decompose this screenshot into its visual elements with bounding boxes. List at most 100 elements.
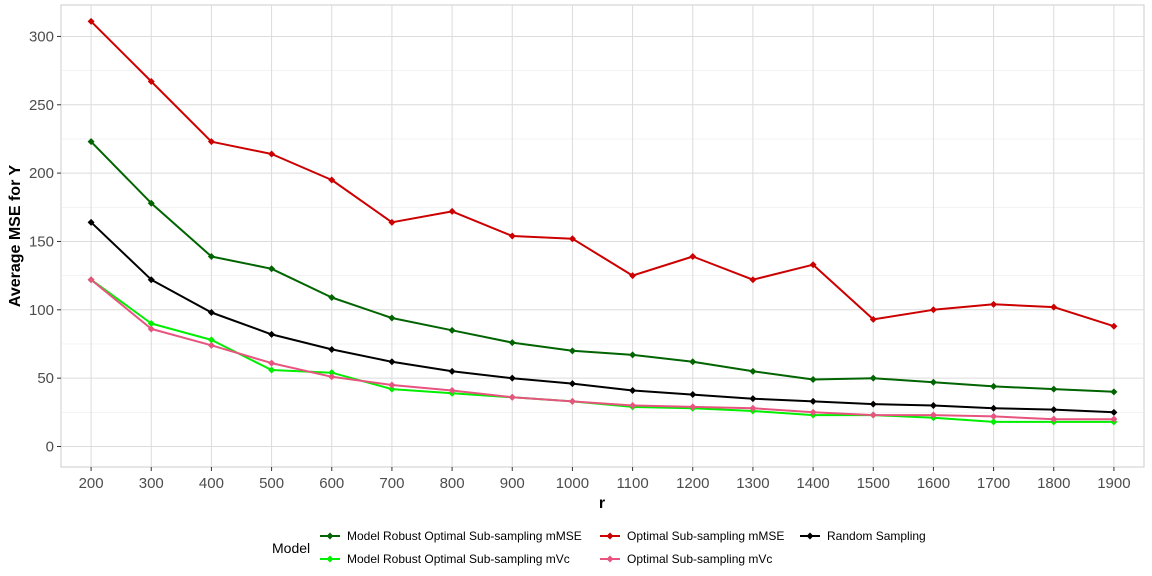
y-tick-label: 100 xyxy=(29,302,54,319)
legend-entry-label: Optimal Sub-sampling mMSE xyxy=(627,529,784,543)
y-tick-label: 50 xyxy=(37,370,54,387)
y-tick-label: 200 xyxy=(29,165,54,182)
x-tick-label: 1700 xyxy=(977,475,1010,492)
data-point xyxy=(328,369,336,377)
data-point xyxy=(328,373,336,381)
data-point xyxy=(749,395,757,403)
data-point xyxy=(388,314,396,322)
data-point xyxy=(448,386,456,394)
data-point xyxy=(87,138,95,146)
y-tick-label: 150 xyxy=(29,233,54,250)
data-point xyxy=(87,17,95,25)
y-tick-label: 0 xyxy=(46,438,54,455)
x-tick-label: 300 xyxy=(139,475,164,492)
x-tick-label: 1200 xyxy=(676,475,709,492)
x-tick-label: 600 xyxy=(319,475,344,492)
data-point xyxy=(147,78,155,86)
y-axis-title: Average MSE for Y xyxy=(7,165,24,308)
data-point xyxy=(990,418,998,426)
series-line-1 xyxy=(90,141,1114,393)
data-point xyxy=(749,276,757,284)
data-point xyxy=(268,150,276,158)
x-tick-label: 800 xyxy=(440,475,465,492)
data-point xyxy=(508,374,516,382)
data-point xyxy=(629,351,637,359)
data-point xyxy=(87,218,95,226)
x-tick-label: 900 xyxy=(500,475,525,492)
data-point xyxy=(990,382,998,390)
x-tick-label: 1600 xyxy=(917,475,950,492)
legend-entry-label: Model Robust Optimal Sub-sampling mVc xyxy=(347,552,570,566)
data-point xyxy=(508,393,516,401)
legend-entry-label: Optimal Sub-sampling mVc xyxy=(627,552,772,566)
data-point xyxy=(1050,415,1058,423)
data-point xyxy=(869,374,877,382)
data-point xyxy=(508,232,516,240)
legend-entry-label: Random Sampling xyxy=(827,529,926,543)
data-point xyxy=(990,412,998,420)
data-point xyxy=(629,401,637,409)
x-tick-label: 700 xyxy=(379,475,404,492)
x-tick-label: 1100 xyxy=(616,475,648,492)
data-point xyxy=(147,319,155,327)
data-point xyxy=(809,408,817,416)
x-tick-label: 200 xyxy=(79,475,104,492)
x-tick-label: 1300 xyxy=(736,475,769,492)
data-point xyxy=(749,367,757,375)
data-point xyxy=(268,366,276,374)
data-point xyxy=(1050,406,1058,414)
data-point xyxy=(328,345,336,353)
series-line-3 xyxy=(90,20,1115,328)
series-lines xyxy=(90,20,1115,423)
data-point xyxy=(568,235,576,243)
data-point xyxy=(568,397,576,405)
data-point xyxy=(689,253,697,261)
data-point xyxy=(207,138,215,146)
data-point xyxy=(388,385,396,393)
x-tick-label: 1000 xyxy=(556,475,589,492)
data-point xyxy=(448,207,456,215)
data-point xyxy=(268,265,276,273)
data-point xyxy=(809,261,817,269)
data-point xyxy=(990,300,998,308)
data-point xyxy=(1110,388,1118,396)
y-tick-label: 300 xyxy=(29,28,54,45)
x-tick-label: 1900 xyxy=(1097,475,1130,492)
data-point xyxy=(869,411,877,419)
legend-key-point xyxy=(326,532,334,540)
data-point xyxy=(869,400,877,408)
x-tick-label: 500 xyxy=(259,475,284,492)
data-point xyxy=(508,339,516,347)
legend-title: Model xyxy=(272,540,310,556)
series-points xyxy=(87,17,1118,426)
x-tick-label: 1800 xyxy=(1037,475,1070,492)
x-tick-label: 1500 xyxy=(857,475,890,492)
data-point xyxy=(1110,408,1118,416)
data-point xyxy=(1050,385,1058,393)
data-point xyxy=(809,376,817,384)
legend-entry-label: Model Robust Optimal Sub-sampling mMSE xyxy=(347,529,582,543)
series-line-5 xyxy=(90,221,1114,414)
data-point xyxy=(689,403,697,411)
data-point xyxy=(147,276,155,284)
data-point xyxy=(809,397,817,405)
data-point xyxy=(629,386,637,394)
data-point xyxy=(207,336,215,344)
data-point xyxy=(268,359,276,367)
data-point xyxy=(869,315,877,323)
legend-key-point xyxy=(806,532,814,540)
data-point xyxy=(929,306,937,314)
data-point xyxy=(568,347,576,355)
data-point xyxy=(207,253,215,261)
data-point xyxy=(689,358,697,366)
data-point xyxy=(87,276,95,284)
data-point xyxy=(1110,322,1118,330)
legend-key-point xyxy=(326,555,334,563)
x-tick-label: 400 xyxy=(199,475,224,492)
y-tick-label: 250 xyxy=(29,97,54,114)
data-point xyxy=(268,330,276,338)
legend: Model Model Robust Optimal Sub-sampling … xyxy=(272,529,926,566)
y-axis-ticks: 0 50 100 150 200 250 300 xyxy=(29,28,61,455)
data-point xyxy=(147,325,155,333)
